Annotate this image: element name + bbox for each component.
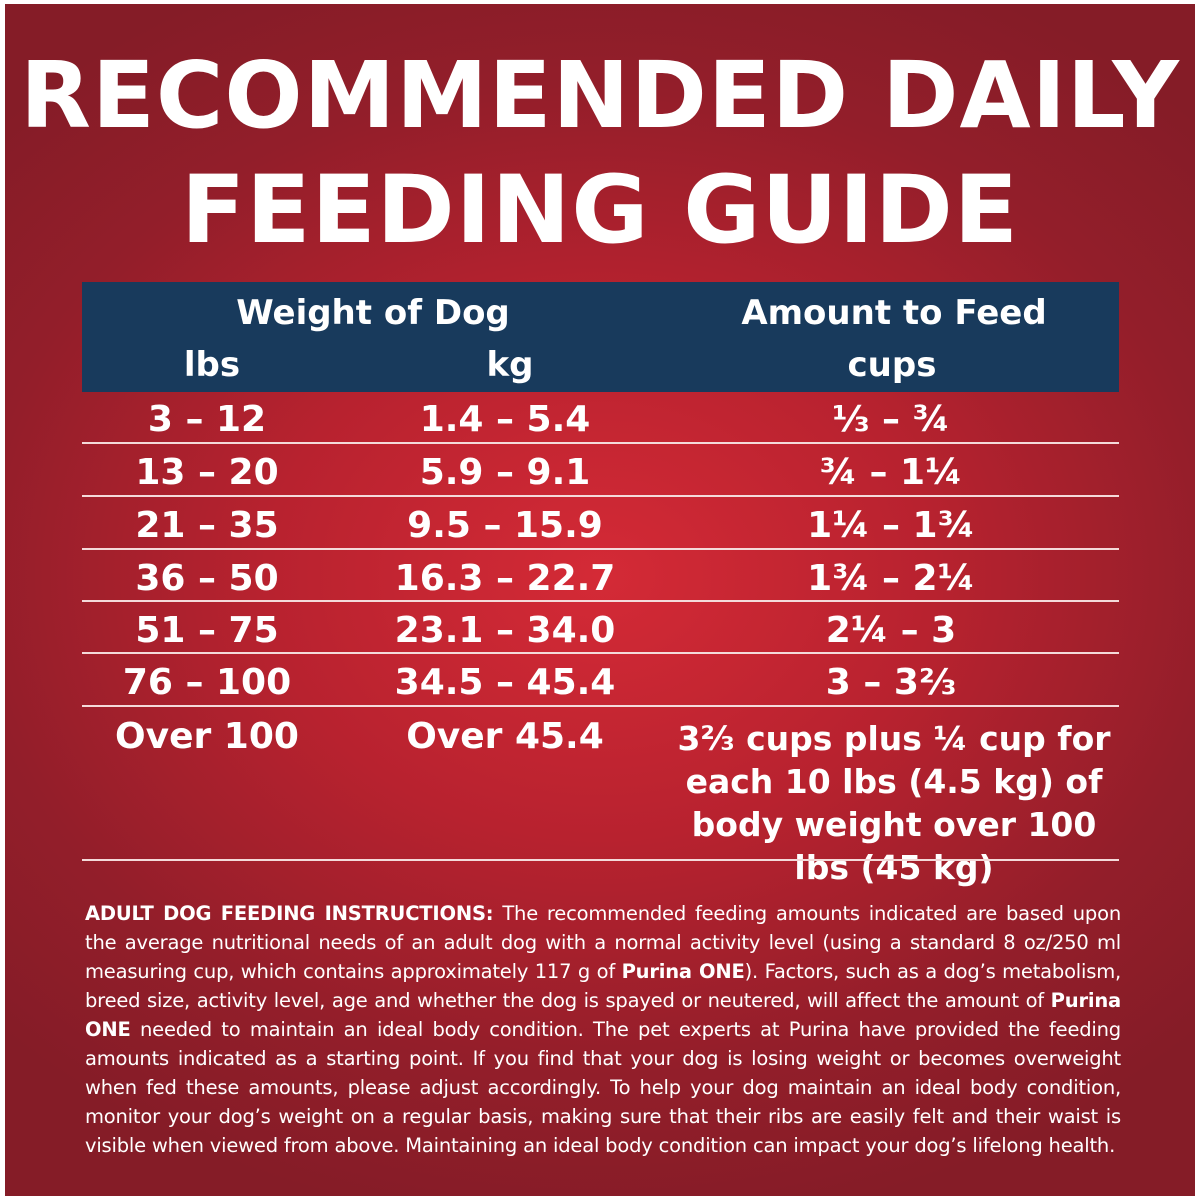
cell-kg: 23.1 – 34.0 xyxy=(394,610,616,651)
row-divider xyxy=(82,705,1119,707)
cell-kg: 5.9 – 9.1 xyxy=(419,452,591,493)
brand-name: Purina ONE xyxy=(85,988,1121,1041)
cell-cups: 1¼ – 1¾ xyxy=(807,505,975,546)
header-lbs: lbs xyxy=(183,345,241,385)
instructions-heading: ADULT DOG FEEDING INSTRUCTIONS: xyxy=(85,901,494,925)
table-row: 76 – 100 34.5 – 45.4 3 – 3⅔ xyxy=(82,655,1119,707)
row-divider xyxy=(82,652,1119,654)
cell-lbs: 13 – 20 xyxy=(135,452,279,493)
cell-cups: 3 – 3⅔ xyxy=(825,662,957,703)
table-row: Over 100 Over 45.4 3⅔ cups plus ¼ cup fo… xyxy=(82,707,1119,888)
cell-lbs: 36 – 50 xyxy=(135,558,279,599)
table-row: 51 – 75 23.1 – 34.0 2¼ – 3 xyxy=(82,603,1119,655)
row-divider xyxy=(82,495,1119,497)
cell-cups: 3⅔ cups plus ¼ cup for each 10 lbs (4.5 … xyxy=(677,719,1111,887)
cell-kg: 34.5 – 45.4 xyxy=(394,662,616,703)
table-row: 36 – 50 16.3 – 22.7 1¾ – 2¼ xyxy=(82,551,1119,603)
cell-lbs: 76 – 100 xyxy=(122,662,292,703)
row-divider xyxy=(82,442,1119,444)
cell-lbs: Over 100 xyxy=(115,716,299,757)
header-weight-of-dog: Weight of Dog xyxy=(236,293,510,333)
cell-cups: 2¼ – 3 xyxy=(825,610,957,651)
cell-cups: ⅓ – ¾ xyxy=(832,399,950,440)
table-row: 3 – 12 1.4 – 5.4 ⅓ – ¾ xyxy=(82,392,1119,444)
table-row: 21 – 35 9.5 – 15.9 1¼ – 1¾ xyxy=(82,498,1119,550)
cell-kg: 16.3 – 22.7 xyxy=(394,558,616,599)
row-divider xyxy=(82,548,1119,550)
title-line-1: RECOMMENDED DAILY xyxy=(20,42,1180,149)
header-amount-to-feed: Amount to Feed xyxy=(741,293,1047,333)
cell-kg: 1.4 – 5.4 xyxy=(419,399,591,440)
brand-name: Purina ONE xyxy=(621,959,745,983)
instructions-text: needed to maintain an ideal body conditi… xyxy=(85,1017,1121,1157)
cell-lbs: 21 – 35 xyxy=(135,505,279,546)
header-kg: kg xyxy=(486,345,534,385)
row-divider xyxy=(82,600,1119,602)
cell-lbs: 51 – 75 xyxy=(135,610,279,651)
instructions-text: The recommended feeding amounts indicate… xyxy=(85,901,1121,983)
cell-cups: ¾ – 1¼ xyxy=(819,452,963,493)
cell-kg: 9.5 – 15.9 xyxy=(407,505,603,546)
cell-kg: Over 45.4 xyxy=(406,716,604,757)
table-row: 13 – 20 5.9 – 9.1 ¾ – 1¼ xyxy=(82,445,1119,497)
feeding-guide-panel: RECOMMENDED DAILY FEEDING GUIDE Weight o… xyxy=(5,4,1195,1196)
title-line-2: FEEDING GUIDE xyxy=(181,156,1019,265)
instructions-text: ). Factors, such as a dog’s metabolism, … xyxy=(85,959,1121,1012)
feeding-instructions: ADULT DOG FEEDING INSTRUCTIONS: The reco… xyxy=(85,899,1121,1160)
cell-cups: 1¾ – 2¼ xyxy=(807,558,975,599)
cell-lbs: 3 – 12 xyxy=(147,399,267,440)
row-divider xyxy=(82,859,1119,861)
table-header: Weight of Dog Amount to Feed lbs kg cups xyxy=(82,282,1119,392)
header-cups: cups xyxy=(847,345,937,385)
